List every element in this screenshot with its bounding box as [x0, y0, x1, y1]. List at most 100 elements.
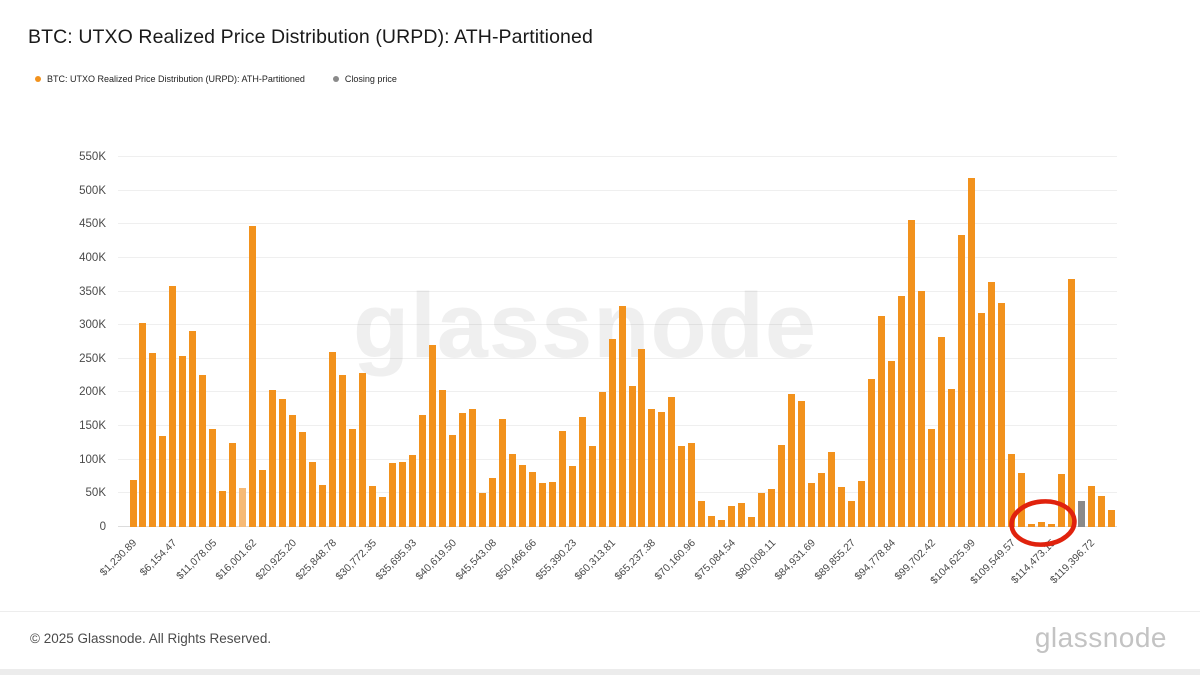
urpd-bar[interactable]	[977, 313, 985, 527]
urpd-bar[interactable]	[508, 454, 516, 527]
urpd-bar[interactable]	[1087, 485, 1095, 527]
urpd-bar[interactable]	[418, 414, 426, 527]
urpd-bar[interactable]	[668, 396, 676, 527]
urpd-bar[interactable]	[199, 374, 207, 527]
urpd-bar[interactable]	[838, 487, 846, 527]
urpd-bar[interactable]	[917, 290, 925, 527]
urpd-bar[interactable]	[658, 411, 666, 527]
urpd-bar[interactable]	[478, 492, 486, 527]
urpd-bar[interactable]	[139, 323, 147, 527]
urpd-bar[interactable]	[468, 408, 476, 527]
urpd-bar[interactable]	[438, 389, 446, 527]
urpd-bar[interactable]	[848, 500, 856, 527]
urpd-bar[interactable]	[558, 431, 566, 527]
urpd-bar[interactable]	[748, 516, 756, 527]
urpd-bar[interactable]	[778, 444, 786, 527]
urpd-bar[interactable]	[369, 485, 377, 527]
urpd-bar[interactable]	[309, 461, 317, 527]
urpd-bar[interactable]	[1037, 522, 1045, 527]
urpd-bar[interactable]	[927, 428, 935, 527]
urpd-bar[interactable]	[219, 490, 227, 527]
urpd-bar[interactable]	[598, 391, 606, 527]
urpd-bar[interactable]	[967, 177, 975, 527]
urpd-bar[interactable]	[319, 485, 327, 527]
urpd-bar[interactable]	[688, 442, 696, 527]
urpd-bar[interactable]	[608, 339, 616, 527]
urpd-bar[interactable]	[349, 429, 357, 527]
urpd-bar[interactable]	[768, 489, 776, 527]
urpd-bar[interactable]	[957, 235, 965, 527]
urpd-bar[interactable]	[339, 374, 347, 527]
urpd-bar[interactable]	[379, 496, 386, 527]
urpd-bar[interactable]	[568, 465, 576, 527]
urpd-bar[interactable]	[758, 492, 766, 527]
urpd-bar[interactable]	[528, 471, 536, 527]
urpd-bar[interactable]	[279, 399, 287, 527]
urpd-bar[interactable]	[458, 413, 466, 527]
urpd-bar[interactable]	[498, 419, 506, 527]
urpd-bar[interactable]	[269, 389, 277, 527]
urpd-bar[interactable]	[738, 503, 746, 527]
urpd-bar[interactable]	[588, 445, 596, 527]
urpd-bar[interactable]	[868, 379, 876, 527]
urpd-bar[interactable]	[259, 469, 267, 527]
urpd-bar[interactable]	[1007, 454, 1015, 527]
urpd-bar[interactable]	[698, 501, 706, 527]
urpd-bar[interactable]	[239, 487, 247, 527]
urpd-series-legend-label[interactable]: BTC: UTXO Realized Price Distribution (U…	[47, 74, 305, 84]
urpd-bar[interactable]	[329, 352, 337, 527]
urpd-bar[interactable]	[987, 282, 995, 527]
closing-price-legend-label[interactable]: Closing price	[344, 74, 397, 84]
urpd-bar[interactable]	[428, 345, 436, 527]
urpd-bar[interactable]	[628, 386, 636, 527]
urpd-bar[interactable]	[249, 226, 257, 527]
urpd-bar[interactable]	[947, 389, 955, 527]
urpd-bar[interactable]	[488, 477, 496, 527]
closing-price-bar[interactable]	[1077, 501, 1085, 527]
urpd-bar[interactable]	[229, 442, 237, 527]
urpd-bar[interactable]	[538, 482, 546, 527]
urpd-bar[interactable]	[808, 483, 816, 527]
urpd-bar[interactable]	[728, 506, 736, 527]
urpd-bar[interactable]	[1107, 510, 1115, 527]
urpd-bar[interactable]	[408, 455, 416, 527]
urpd-bar[interactable]	[897, 296, 905, 527]
urpd-bar[interactable]	[618, 306, 626, 527]
urpd-bar[interactable]	[907, 219, 915, 527]
urpd-bar[interactable]	[1067, 279, 1075, 527]
urpd-bar[interactable]	[209, 429, 217, 527]
urpd-bar[interactable]	[788, 394, 796, 527]
urpd-bar[interactable]	[359, 372, 367, 527]
urpd-bar[interactable]	[548, 481, 556, 527]
urpd-bar[interactable]	[189, 330, 197, 527]
urpd-bar[interactable]	[299, 432, 307, 527]
urpd-bar[interactable]	[678, 445, 686, 527]
urpd-bar[interactable]	[798, 401, 806, 527]
urpd-bar[interactable]	[708, 516, 716, 527]
urpd-bar[interactable]	[1047, 524, 1055, 527]
urpd-bar[interactable]	[169, 286, 177, 527]
urpd-bar[interactable]	[1057, 473, 1065, 527]
urpd-bar[interactable]	[448, 434, 456, 527]
urpd-bar[interactable]	[997, 302, 1005, 527]
urpd-bar[interactable]	[937, 337, 945, 527]
urpd-bar[interactable]	[887, 360, 895, 527]
urpd-bar[interactable]	[179, 356, 187, 527]
urpd-bar[interactable]	[398, 461, 406, 527]
urpd-bar[interactable]	[638, 349, 646, 527]
urpd-bar[interactable]	[149, 353, 157, 527]
urpd-bar[interactable]	[129, 479, 137, 527]
urpd-bar[interactable]	[858, 481, 866, 527]
urpd-bar[interactable]	[388, 463, 396, 527]
urpd-bar[interactable]	[518, 465, 526, 527]
urpd-bar[interactable]	[578, 416, 586, 527]
urpd-bar[interactable]	[1097, 496, 1105, 527]
urpd-bar[interactable]	[1027, 524, 1035, 527]
urpd-bar[interactable]	[718, 519, 726, 527]
urpd-bar[interactable]	[159, 436, 167, 527]
urpd-bar[interactable]	[828, 451, 836, 527]
urpd-bar[interactable]	[648, 409, 656, 527]
urpd-bar[interactable]	[289, 414, 297, 527]
urpd-bar[interactable]	[818, 473, 826, 527]
urpd-bar[interactable]	[878, 315, 885, 527]
